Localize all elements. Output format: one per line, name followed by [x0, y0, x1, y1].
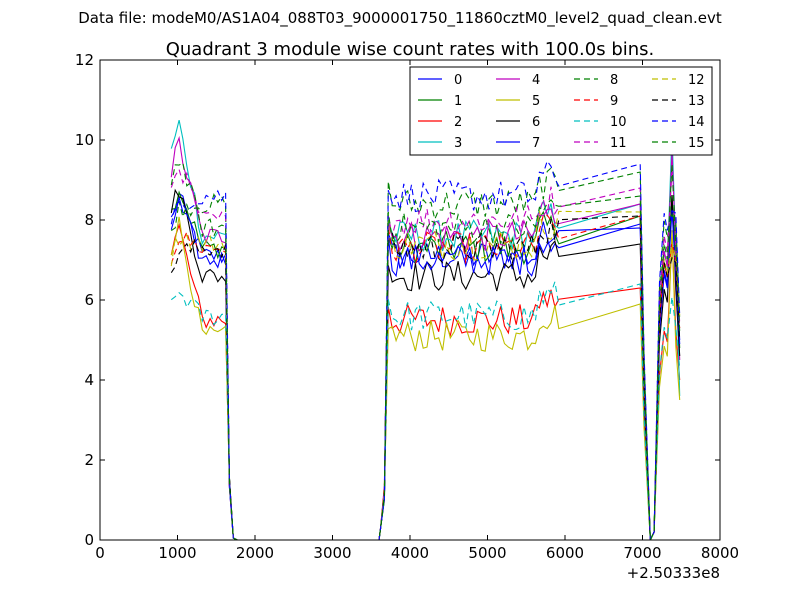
series-line-0	[170, 192, 681, 540]
legend-label-2: 2	[454, 115, 462, 130]
series-line-15	[170, 161, 681, 540]
y-tick-label: 10	[75, 131, 94, 149]
x-tick-label: 8000	[701, 544, 739, 562]
y-tick-label: 4	[84, 371, 94, 389]
series-line-11	[170, 168, 681, 540]
series-line-3	[170, 119, 681, 540]
series-line-6	[170, 188, 681, 540]
legend-label-3: 3	[454, 136, 462, 151]
series-line-14	[170, 159, 681, 540]
x-tick-label: 3000	[313, 544, 351, 562]
y-tick-label: 12	[75, 51, 94, 69]
y-tick-label: 6	[84, 291, 94, 309]
series-line-8	[170, 167, 681, 540]
series-line-2	[170, 223, 681, 540]
x-tick-label: 6000	[546, 544, 584, 562]
x-tick-label: 4000	[391, 544, 429, 562]
legend-label-15: 15	[688, 136, 705, 151]
legend-label-4: 4	[532, 73, 540, 88]
x-tick-label: 2000	[236, 544, 274, 562]
legend-label-11: 11	[610, 136, 627, 151]
series-line-5	[170, 216, 681, 540]
series-line-7	[170, 197, 681, 540]
suptitle: Data file: modeM0/AS1A04_088T03_90000017…	[78, 9, 722, 27]
series-line-10	[170, 281, 681, 540]
series-line-12	[170, 210, 681, 540]
x-tick-label: 7000	[623, 544, 661, 562]
x-tick-label: 1000	[158, 544, 196, 562]
y-tick-label: 8	[84, 211, 94, 229]
x-tick-label: 0	[95, 544, 105, 562]
y-tick-label: 0	[84, 531, 94, 549]
legend-label-10: 10	[610, 115, 627, 130]
series-line-4	[170, 135, 681, 540]
legend-label-12: 12	[688, 73, 705, 88]
legend-label-1: 1	[454, 94, 462, 109]
series-line-1	[171, 190, 681, 540]
legend-box	[409, 66, 713, 156]
legend-label-7: 7	[532, 136, 540, 151]
x-tick-label: 5000	[468, 544, 506, 562]
series-line-13	[170, 215, 681, 540]
series-line-9	[170, 214, 681, 540]
legend-label-9: 9	[610, 94, 618, 109]
legend-label-0: 0	[454, 73, 462, 88]
legend-label-6: 6	[532, 115, 540, 130]
legend-label-5: 5	[532, 94, 540, 109]
legend-label-13: 13	[688, 94, 705, 109]
x-offset-label: +2.50333e8	[627, 564, 720, 582]
y-tick-label: 2	[84, 451, 94, 469]
plot-frame	[99, 59, 721, 541]
legend-label-8: 8	[610, 73, 618, 88]
chart-title: Quadrant 3 module wise count rates with …	[166, 39, 655, 60]
legend-label-14: 14	[688, 115, 705, 130]
